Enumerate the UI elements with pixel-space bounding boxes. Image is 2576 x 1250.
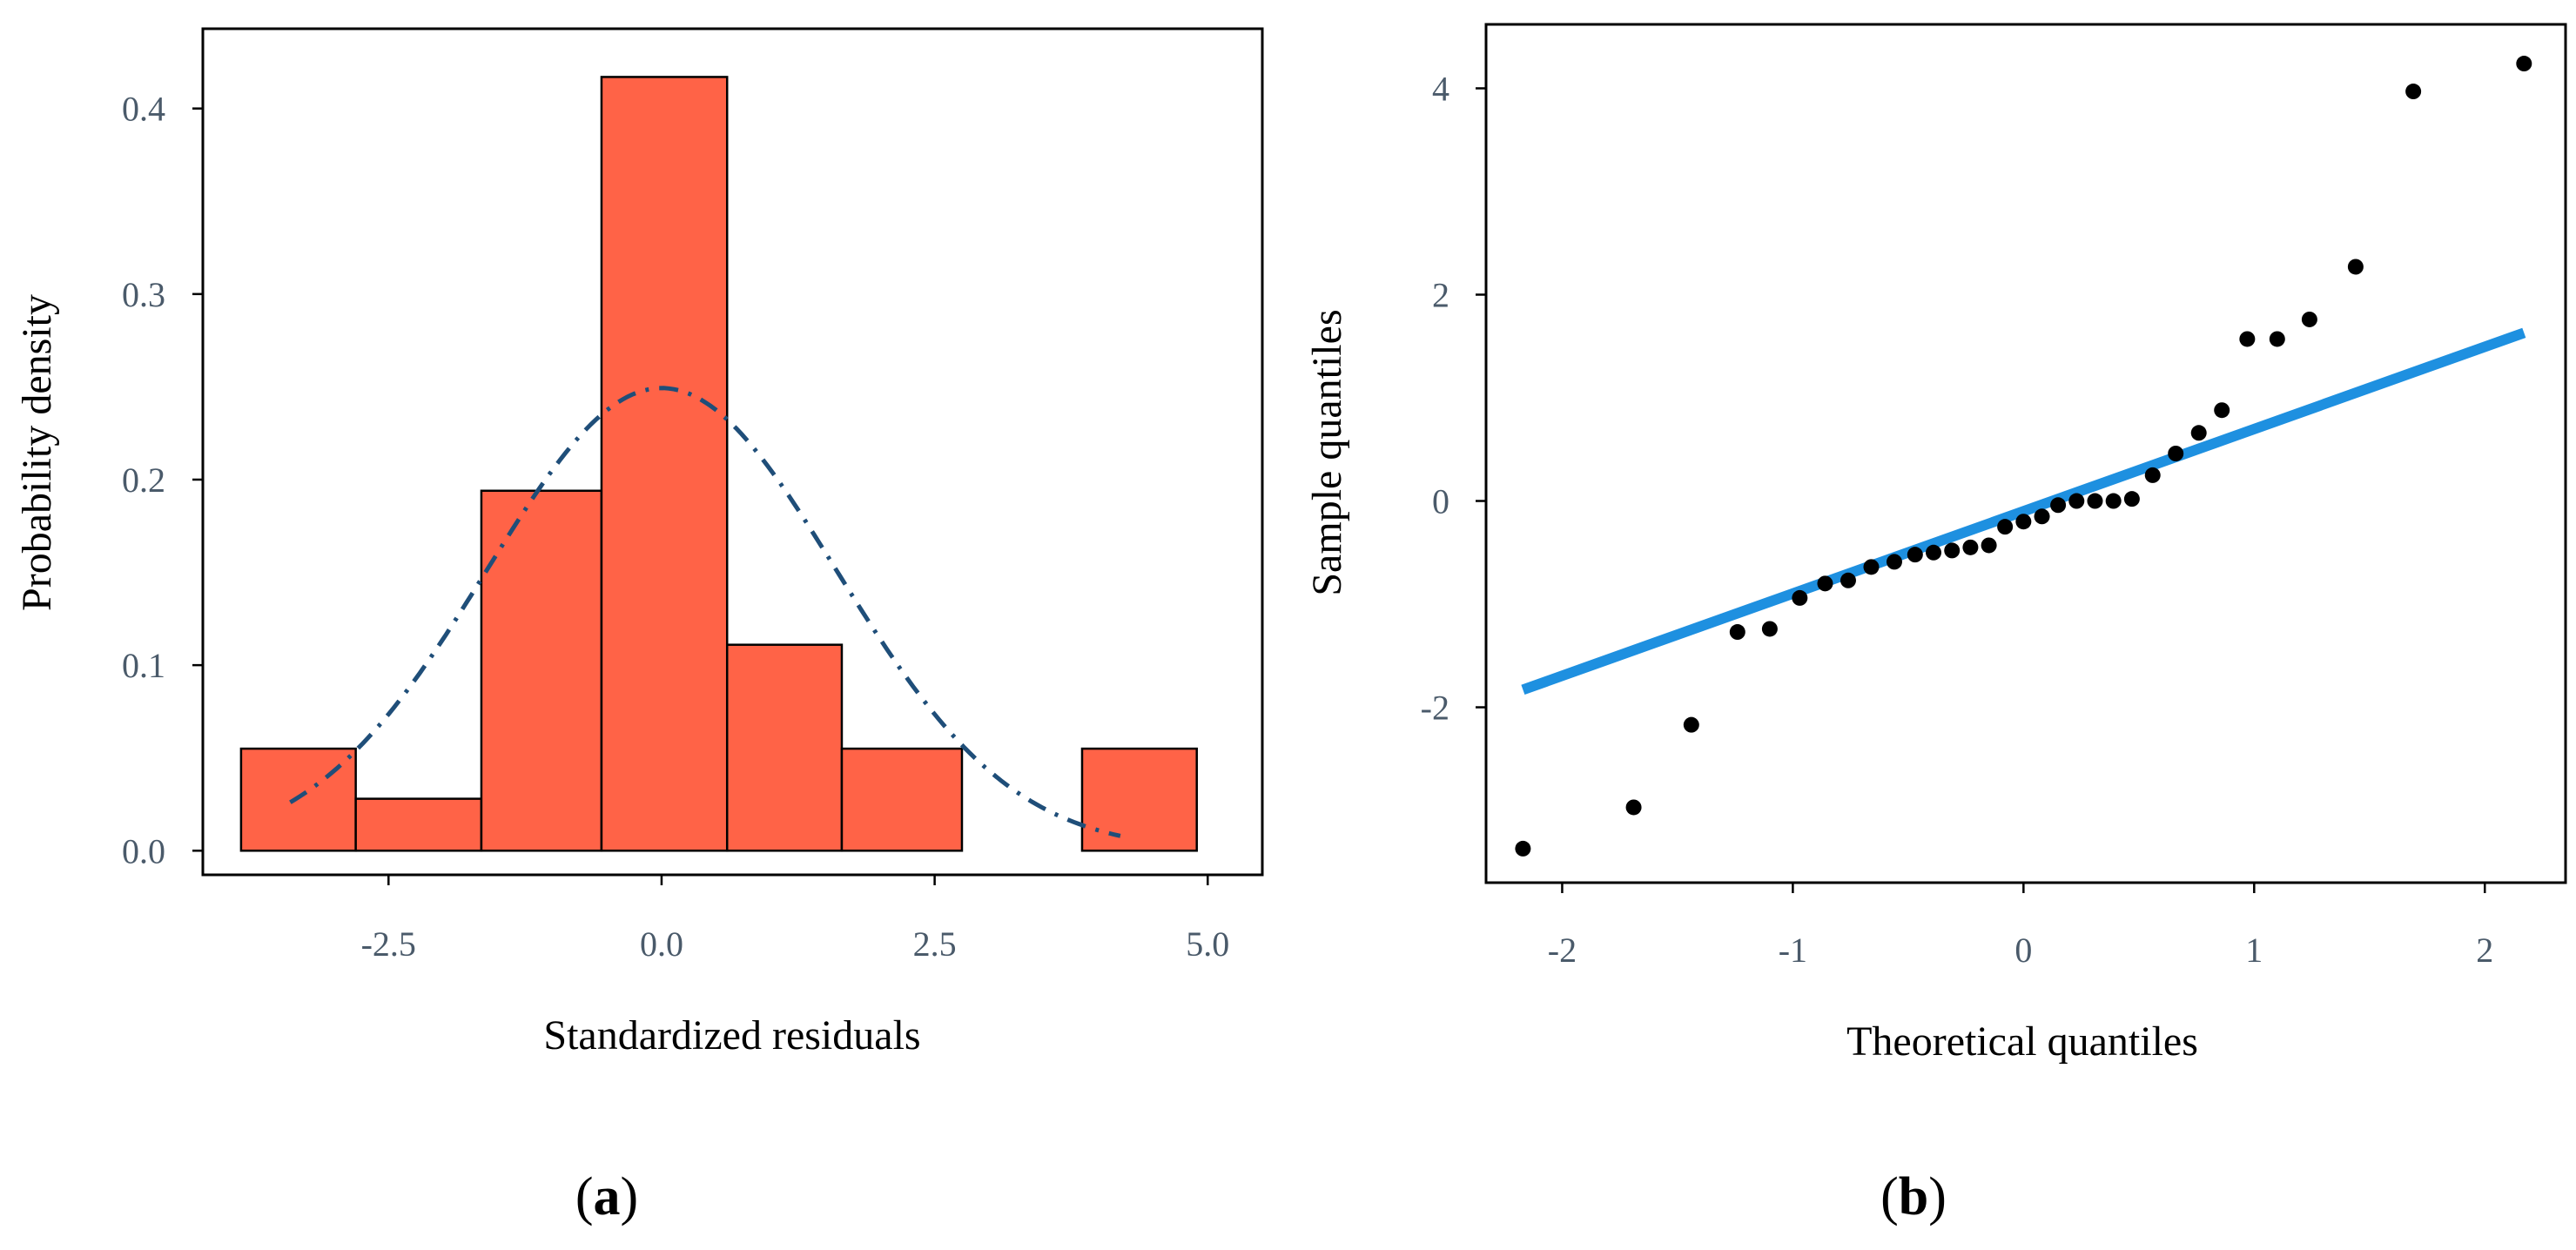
qq-plot-frame [1484, 23, 2567, 884]
qq-point-30 [2301, 311, 2317, 327]
panel-label-a: (a) [575, 1167, 638, 1226]
qq-point-12 [1926, 544, 1942, 561]
qq-point-9 [1863, 559, 1880, 575]
qq-x-tick-label: 0 [2014, 931, 2032, 970]
qq-point-18 [2034, 508, 2050, 525]
panel-label-b-close: ) [1928, 1167, 1947, 1226]
qq-point-20 [2068, 493, 2085, 509]
histogram-x-tick-label: 2.5 [913, 924, 957, 964]
histogram-x-tick-label: 5.0 [1186, 924, 1229, 964]
qq-point-25 [2168, 446, 2184, 461]
qq-point-16 [1997, 519, 2014, 535]
panel-label-a-open: ( [575, 1167, 594, 1226]
qq-point-13 [1944, 542, 1961, 559]
qq-point-3 [1683, 716, 1699, 733]
qq-point-11 [1907, 547, 1923, 563]
histogram-y-tick-label: 0.0 [122, 831, 165, 870]
qq-point-14 [1962, 539, 1979, 555]
qq-point-8 [1840, 572, 1856, 588]
panel-label-b: (b) [1880, 1167, 1947, 1226]
qq-point-5 [1761, 621, 1778, 637]
qq-y-tick-label: 2 [1432, 275, 1449, 314]
qq-point-27 [2214, 402, 2230, 419]
qq-point-17 [2015, 514, 2032, 530]
histogram-bar-6 [840, 747, 964, 852]
qq-point-29 [2269, 331, 2285, 347]
histogram-y-ticks: 0.0 0.1 0.2 0.3 0.4 [122, 90, 203, 870]
panel-label-b-open: ( [1880, 1167, 1899, 1226]
panel-label-b-letter: b [1899, 1167, 1928, 1226]
qq-x-tick-label: 1 [2245, 931, 2263, 970]
qq-y-ticks: -2 0 2 4 [1421, 69, 1486, 728]
histogram-bar-1 [239, 747, 357, 852]
histogram-y-tick-label: 0.1 [122, 646, 165, 685]
qq-point-7 [1817, 575, 1833, 592]
histogram-bar-4 [600, 76, 729, 852]
qq-point-10 [1886, 554, 1902, 570]
qq-x-axis-label: Theoretical quantiles [1846, 1018, 2198, 1065]
qq-point-26 [2190, 425, 2207, 441]
histogram-x-tick-label: -2.5 [361, 924, 416, 964]
qq-point-31 [2347, 259, 2364, 275]
qq-point-21 [2087, 493, 2103, 509]
qq-y-tick-label: -2 [1421, 689, 1449, 728]
qq-points [1515, 56, 2532, 857]
qq-point-19 [2050, 497, 2067, 514]
qq-x-tick-label: -1 [1779, 931, 1807, 970]
histogram-y-tick-label: 0.3 [122, 275, 165, 314]
histogram-plot-frame [201, 27, 1264, 877]
histogram-bar-2 [354, 797, 483, 852]
qq-x-tick-label: -2 [1548, 931, 1577, 970]
qq-point-24 [2144, 467, 2161, 483]
histogram-x-ticks: -2.5 0.0 2.5 5.0 [361, 875, 1229, 964]
histogram-y-axis-label: Probability density [14, 294, 60, 611]
histogram-bar-8 [1080, 747, 1198, 852]
panel-label-a-close: ) [621, 1167, 639, 1226]
qq-point-22 [2105, 493, 2122, 509]
panel-label-a-letter: a [594, 1167, 621, 1226]
qq-point-2 [1625, 799, 1642, 816]
qq-y-tick-label: 4 [1432, 69, 1449, 108]
histogram-bars [239, 76, 1198, 852]
qq-point-1 [1515, 840, 1531, 857]
qq-point-23 [2123, 491, 2140, 507]
histogram-x-tick-label: 0.0 [640, 924, 683, 964]
qq-plot-panel: -2 -1 0 1 2 -2 0 2 4 Theoretical quantiles Samp… [1304, 23, 2567, 1065]
qq-x-ticks: -2 -1 0 1 2 [1548, 883, 2493, 970]
histogram-panel: -2.5 0.0 2.5 5.0 0.0 0.1 0.2 0.3 0.4 Standardiz… [14, 27, 1264, 1058]
qq-reference-line [1521, 327, 2526, 696]
histogram-bar-5 [725, 643, 844, 852]
qq-point-4 [1729, 624, 1745, 641]
qq-point-15 [1981, 537, 1997, 554]
qq-point-28 [2239, 331, 2256, 347]
qq-x-tick-label: 2 [2476, 931, 2493, 970]
qq-y-axis-label: Sample quantiles [1304, 309, 1350, 595]
normal-density-curve [289, 386, 1121, 838]
qq-point-33 [2516, 56, 2532, 72]
histogram-y-tick-label: 0.2 [122, 460, 165, 500]
qq-point-32 [2405, 84, 2422, 100]
qq-y-tick-label: 0 [1432, 482, 1449, 521]
histogram-x-axis-label: Standardized residuals [543, 1012, 920, 1058]
histogram-y-tick-label: 0.4 [122, 90, 165, 129]
qq-point-6 [1792, 589, 1808, 606]
histogram-bar-3 [480, 489, 603, 852]
